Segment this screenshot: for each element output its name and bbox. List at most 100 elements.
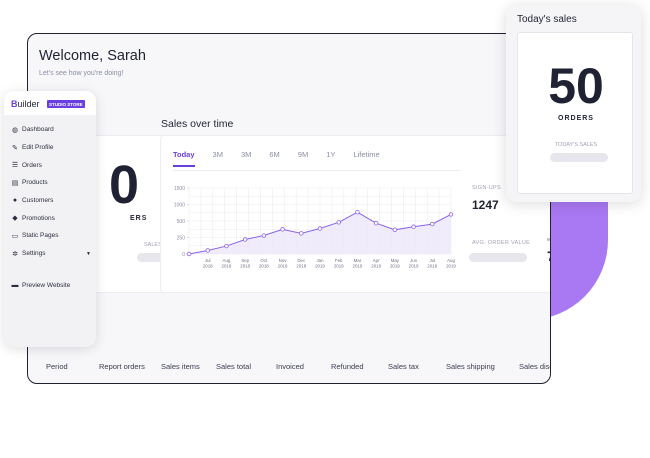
x-tick-label: Jun [410, 258, 418, 263]
list-icon: ☰ [11, 162, 19, 170]
sidebar-item-preview-website[interactable]: ▬ Preview Website [11, 281, 71, 289]
tab-today[interactable]: Today [173, 150, 195, 167]
data-point [448, 212, 454, 217]
tab-3m[interactable]: 3M [212, 150, 223, 159]
tab-lifetime[interactable]: Lifetime [353, 150, 380, 159]
logo-badge: STUDIO STORE [47, 100, 85, 108]
data-point [336, 220, 341, 225]
x-tick-label: Aug [447, 258, 455, 263]
x-tick-label: 2019 [315, 264, 325, 269]
tab-9m[interactable]: 9M [297, 150, 309, 159]
data-point [411, 224, 416, 229]
x-tick-label: Jul [429, 258, 435, 263]
tab-1y[interactable]: 1Y [326, 150, 336, 159]
sidebar-spacer [11, 263, 93, 277]
todays-sales-label: ORDERS [558, 115, 594, 122]
column-header[interactable]: Sales total [216, 362, 252, 371]
x-tick-label: Mar [354, 258, 362, 263]
sales-line-chart: 150010005002500Jul2018Aug2018Sep2018Oct2… [174, 186, 457, 269]
orders-label: ERS [130, 215, 148, 222]
report-table-header: Period Report orders Sales items Sales t… [28, 362, 551, 374]
x-tick-label: Nov [279, 258, 288, 263]
x-tick-label: 2018 [222, 264, 232, 269]
y-tick-label: 500 [177, 219, 186, 225]
y-tick-label: 1500 [174, 186, 185, 192]
sidebar-item-orders[interactable]: ☰ Orders [11, 161, 42, 170]
welcome-title: Welcome, Sarah [39, 48, 146, 64]
x-tick-label: Oct [260, 258, 268, 263]
data-point [280, 227, 285, 232]
placeholder-pill [550, 153, 608, 162]
data-point [373, 221, 379, 226]
column-header[interactable]: Invoiced [276, 362, 304, 371]
data-point [186, 251, 192, 257]
sidebar-nav: ◍ Dashboard ✎ Edit Profile ☰ Orders ▤ Produc… [11, 121, 93, 294]
gear-icon: ✲ [12, 250, 18, 258]
y-tick-label: 1000 [174, 203, 185, 209]
data-point [299, 231, 304, 236]
sales-over-time-title: Sales over time [161, 118, 234, 130]
todays-sales-card: 50 ORDERS TODAY'S SALES [517, 32, 633, 194]
column-header[interactable]: Report orders [99, 362, 145, 371]
sidebar-item-dashboard[interactable]: ◍ Dashboard [11, 126, 54, 134]
sidebar-item-static-pages[interactable]: ▭ Static Pages [11, 232, 59, 240]
column-header[interactable]: Sales tax [388, 362, 419, 371]
data-point [224, 243, 229, 249]
logo[interactable]: Builder [11, 99, 40, 109]
sidebar-header: Builder STUDIO STORE [4, 91, 96, 115]
megaphone-icon: ◆ [12, 215, 18, 223]
todays-sales-title: Today's sales [517, 14, 577, 25]
welcome-subtitle: Let's see how you're doing! [39, 70, 124, 77]
time-range-tabs: Today 3M 3M 6M 9M 1Y Lifetime [173, 150, 398, 167]
user-icon: ● [12, 197, 18, 205]
x-tick-label: 2018 [240, 264, 250, 269]
data-point [430, 221, 435, 227]
todays-sales-value: 50 [548, 58, 604, 114]
sidebar-item-promotions[interactable]: ◆ Promotions [12, 214, 55, 223]
data-point [205, 248, 210, 253]
x-tick-label: Sep [241, 258, 249, 263]
sidebar-item-products[interactable]: ▤ Products [11, 179, 48, 187]
x-tick-label: 2019 [334, 264, 344, 269]
todays-sales-sublabel: TODAY'S SALES [554, 142, 598, 148]
placeholder-pill [137, 253, 171, 262]
data-point [317, 226, 323, 231]
tab-6m[interactable]: 6M [269, 150, 280, 159]
column-header[interactable]: Refunded [331, 362, 364, 371]
placeholder-pill [469, 253, 527, 262]
data-point [355, 210, 360, 215]
x-tick-label: Apr [373, 258, 380, 263]
todays-sales-popup: Today's sales 50 ORDERS TODAY'S SALES [506, 5, 641, 202]
x-tick-label: Feb [335, 258, 343, 263]
x-tick-label: 2019 [371, 264, 381, 269]
column-header[interactable]: Sales disc [519, 362, 551, 371]
x-tick-label: 2019 [446, 264, 456, 269]
sidebar-item-settings[interactable]: ✲ Settings ▼ [12, 250, 91, 258]
tab-3m-second[interactable]: 3M [240, 150, 252, 159]
x-tick-label: 2019 [409, 264, 419, 269]
x-tick-label: Jul [205, 258, 211, 263]
clipped-label-dot [547, 238, 550, 241]
x-tick-label: 2018 [278, 264, 288, 269]
edit-icon: ✎ [12, 144, 18, 152]
sidebar-item-customers[interactable]: ● Customers [12, 197, 54, 205]
column-header[interactable]: Sales items [161, 362, 200, 371]
column-header[interactable]: Period [46, 362, 68, 371]
sales-over-time-card: Today 3M 3M 6M 9M 1Y Lifetime 1500 1000 50… [160, 135, 550, 293]
x-tick-label: 2019 [390, 264, 400, 269]
signups-value: 1247 [472, 198, 499, 212]
y-tick-label: 0 [182, 252, 185, 258]
caret-down-icon: ▼ [86, 250, 91, 257]
x-tick-label: 2018 [259, 264, 269, 269]
dashboard-icon: ◍ [11, 126, 19, 134]
clipped-stat-value: 7 [547, 248, 550, 264]
data-point [392, 227, 398, 232]
x-tick-label: 2018 [203, 264, 213, 269]
x-tick-label: Jan [316, 258, 324, 263]
monitor-icon: ▬ [11, 281, 19, 289]
column-header[interactable]: Sales shipping [446, 362, 495, 371]
avg-order-value-label: AVG. ORDER VALUE [472, 240, 531, 246]
sidebar-item-edit-profile[interactable]: ✎ Edit Profile [12, 144, 54, 152]
tabs-divider [173, 170, 461, 171]
x-tick-label: 2019 [353, 264, 363, 269]
